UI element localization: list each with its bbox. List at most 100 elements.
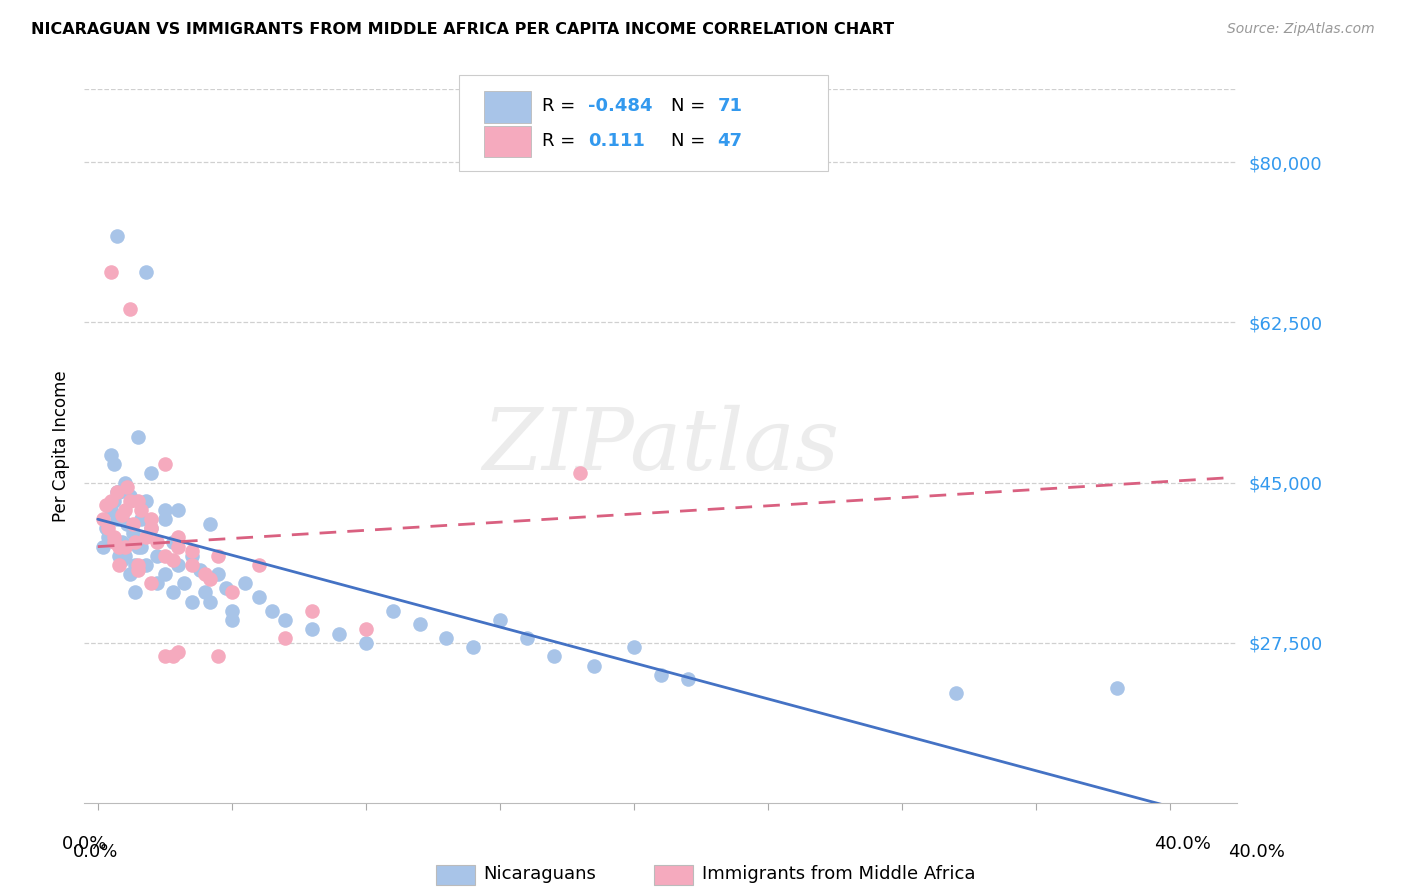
Point: [124, 558, 146, 572]
Point: [91, 512, 114, 526]
Point: [354, 636, 377, 650]
Point: [97, 531, 120, 545]
Point: [129, 540, 152, 554]
Point: [141, 467, 163, 481]
Point: [489, 613, 512, 627]
Point: [162, 585, 184, 599]
Point: [215, 581, 238, 595]
Point: [247, 558, 270, 572]
Point: [117, 516, 139, 531]
Point: [945, 686, 967, 700]
Point: [221, 604, 243, 618]
Point: [180, 594, 202, 608]
Point: [135, 558, 157, 572]
Point: [162, 553, 184, 567]
Point: [1105, 681, 1128, 696]
Point: [167, 540, 190, 554]
Point: [676, 673, 699, 687]
Point: [103, 458, 125, 472]
Point: [167, 645, 190, 659]
Point: [105, 484, 128, 499]
Point: [124, 585, 146, 599]
Point: [108, 558, 131, 572]
Text: 0.0%: 0.0%: [73, 843, 118, 861]
Text: N =: N =: [671, 96, 711, 114]
Point: [129, 503, 152, 517]
Text: NICARAGUAN VS IMMIGRANTS FROM MIDDLE AFRICA PER CAPITA INCOME CORRELATION CHART: NICARAGUAN VS IMMIGRANTS FROM MIDDLE AFR…: [31, 22, 894, 37]
Point: [105, 484, 128, 499]
Point: [127, 540, 149, 554]
Point: [194, 567, 217, 582]
Point: [162, 649, 184, 664]
Point: [180, 549, 202, 563]
Text: -0.484: -0.484: [588, 96, 652, 114]
Point: [623, 640, 645, 655]
Point: [145, 535, 167, 549]
Point: [207, 549, 229, 563]
Point: [200, 572, 222, 586]
Point: [153, 549, 176, 563]
Text: Immigrants from Middle Africa: Immigrants from Middle Africa: [702, 865, 976, 883]
Point: [274, 613, 297, 627]
Text: 40.0%: 40.0%: [1229, 843, 1285, 861]
Text: Source: ZipAtlas.com: Source: ZipAtlas.com: [1227, 22, 1375, 37]
Text: Nicaraguans: Nicaraguans: [484, 865, 596, 883]
Point: [108, 540, 131, 554]
Point: [105, 228, 128, 243]
Point: [141, 512, 163, 526]
Point: [569, 467, 592, 481]
Point: [117, 480, 139, 494]
Point: [127, 494, 149, 508]
Point: [188, 562, 211, 576]
Point: [103, 494, 125, 508]
Point: [180, 544, 202, 558]
Point: [233, 576, 256, 591]
Point: [167, 531, 190, 545]
Point: [111, 508, 134, 522]
Point: [167, 503, 190, 517]
Text: 40.0%: 40.0%: [1154, 835, 1211, 853]
Point: [100, 503, 122, 517]
Point: [516, 631, 538, 645]
Text: ZIPatlas: ZIPatlas: [482, 405, 839, 487]
Point: [129, 512, 152, 526]
Point: [153, 503, 176, 517]
Point: [111, 535, 134, 549]
Point: [100, 265, 122, 279]
Point: [127, 430, 149, 444]
Point: [328, 626, 350, 640]
Point: [194, 585, 217, 599]
Point: [200, 594, 222, 608]
Point: [434, 631, 457, 645]
Point: [200, 516, 222, 531]
Point: [463, 640, 485, 655]
Point: [114, 503, 136, 517]
Point: [91, 540, 114, 554]
Point: [274, 631, 297, 645]
Point: [153, 458, 176, 472]
Point: [108, 549, 131, 563]
Point: [94, 499, 117, 513]
Text: 47: 47: [717, 132, 742, 150]
Point: [381, 604, 404, 618]
Point: [153, 649, 176, 664]
Text: R =: R =: [543, 96, 581, 114]
Point: [650, 667, 672, 681]
Point: [543, 649, 565, 664]
Point: [145, 549, 167, 563]
Text: N =: N =: [671, 132, 711, 150]
Point: [100, 448, 122, 462]
Text: R =: R =: [543, 132, 581, 150]
Point: [118, 301, 141, 316]
Point: [167, 558, 190, 572]
Point: [162, 535, 184, 549]
Point: [221, 585, 243, 599]
Point: [141, 521, 163, 535]
Point: [118, 494, 141, 508]
Point: [153, 567, 176, 582]
Point: [173, 576, 195, 591]
Point: [111, 553, 134, 567]
Point: [135, 265, 157, 279]
Point: [221, 613, 243, 627]
Point: [103, 535, 125, 549]
